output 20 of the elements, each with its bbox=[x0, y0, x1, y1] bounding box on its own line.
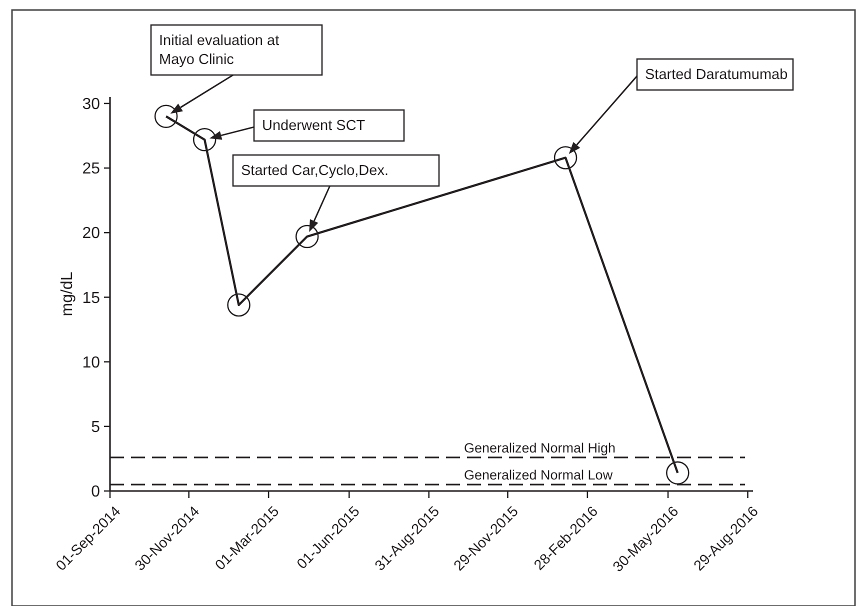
point bbox=[554, 146, 578, 170]
y-tick-label: 25 bbox=[82, 160, 100, 178]
ref-line-label: Generalized Normal Low bbox=[464, 468, 613, 483]
y-tick-label: 10 bbox=[82, 354, 100, 372]
point bbox=[154, 104, 178, 128]
annotation: Underwent SCT bbox=[262, 118, 366, 134]
y-tick-label: 5 bbox=[91, 419, 100, 436]
point bbox=[295, 224, 319, 248]
annotation: Started Car,Cyclo,Dex. bbox=[241, 163, 388, 179]
point bbox=[666, 461, 690, 485]
text: Initial evaluation at Mayo Clinic bbox=[159, 33, 280, 68]
point bbox=[192, 128, 216, 152]
ref-line-label: Generalized Normal High bbox=[464, 440, 616, 456]
y-axis-title: mg/dL bbox=[59, 272, 76, 316]
point bbox=[227, 293, 250, 317]
y-tick-label: 0 bbox=[91, 484, 100, 501]
y-tick-label: 15 bbox=[82, 290, 100, 307]
y-tick-label: 20 bbox=[82, 225, 100, 242]
y-tick-label: 30 bbox=[82, 96, 100, 114]
text: Started Daratumumab bbox=[645, 67, 788, 83]
